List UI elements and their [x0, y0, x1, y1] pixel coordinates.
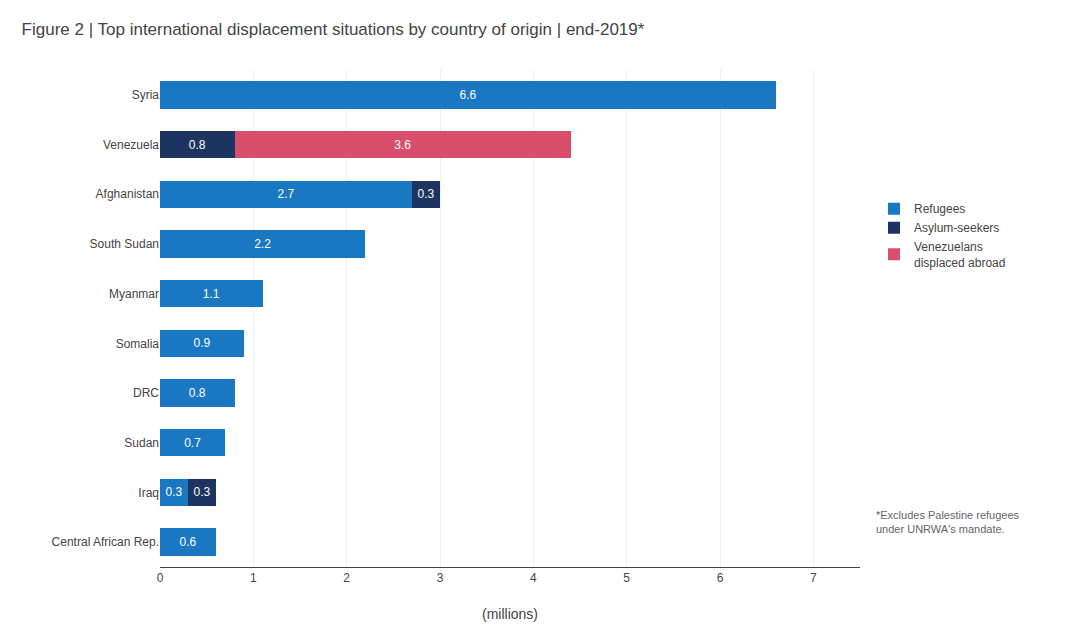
svg-text:Venezuelansdisplaced abroad: Venezuelansdisplaced abroad — [914, 240, 1005, 270]
svg-text:7: 7 — [810, 571, 817, 585]
svg-text:0.9: 0.9 — [193, 336, 210, 350]
svg-text:0: 0 — [157, 571, 164, 585]
svg-text:Sudan: Sudan — [124, 436, 159, 450]
svg-text:Myanmar: Myanmar — [109, 287, 159, 301]
svg-text:0.3: 0.3 — [165, 485, 182, 499]
svg-text:2.2: 2.2 — [254, 237, 271, 251]
svg-text:6: 6 — [717, 571, 724, 585]
svg-text:3.6: 3.6 — [394, 138, 411, 152]
svg-text:4: 4 — [530, 571, 537, 585]
svg-text:0.3: 0.3 — [417, 187, 434, 201]
svg-text:Iraq: Iraq — [138, 486, 159, 500]
svg-text:1.1: 1.1 — [203, 287, 220, 301]
svg-text:3: 3 — [437, 571, 444, 585]
svg-text:Asylum-seekers: Asylum-seekers — [914, 221, 999, 235]
svg-text:(millions): (millions) — [482, 606, 538, 622]
svg-text:Syria: Syria — [132, 88, 160, 102]
svg-text:0.7: 0.7 — [184, 436, 201, 450]
svg-text:South Sudan: South Sudan — [90, 237, 159, 251]
svg-text:0.6: 0.6 — [179, 535, 196, 549]
svg-text:Central African Rep.: Central African Rep. — [52, 535, 159, 549]
svg-text:Refugees: Refugees — [914, 202, 965, 216]
svg-text:0.3: 0.3 — [193, 485, 210, 499]
svg-text:Somalia: Somalia — [116, 337, 160, 351]
svg-text:0.8: 0.8 — [189, 138, 206, 152]
svg-text:2: 2 — [343, 571, 350, 585]
svg-text:0.8: 0.8 — [189, 386, 206, 400]
svg-text:6.6: 6.6 — [459, 88, 476, 102]
svg-text:DRC: DRC — [133, 386, 159, 400]
svg-text:2.7: 2.7 — [277, 187, 294, 201]
svg-text:1: 1 — [250, 571, 257, 585]
svg-text:Venezuela: Venezuela — [103, 138, 159, 152]
svg-text:Figure 2 | Top international d: Figure 2 | Top international displacemen… — [22, 20, 645, 39]
svg-text:*Excludes Palestine refugeesun: *Excludes Palestine refugeesunder UNRWA'… — [876, 509, 1020, 535]
svg-text:Afghanistan: Afghanistan — [96, 187, 159, 201]
svg-text:5: 5 — [623, 571, 630, 585]
